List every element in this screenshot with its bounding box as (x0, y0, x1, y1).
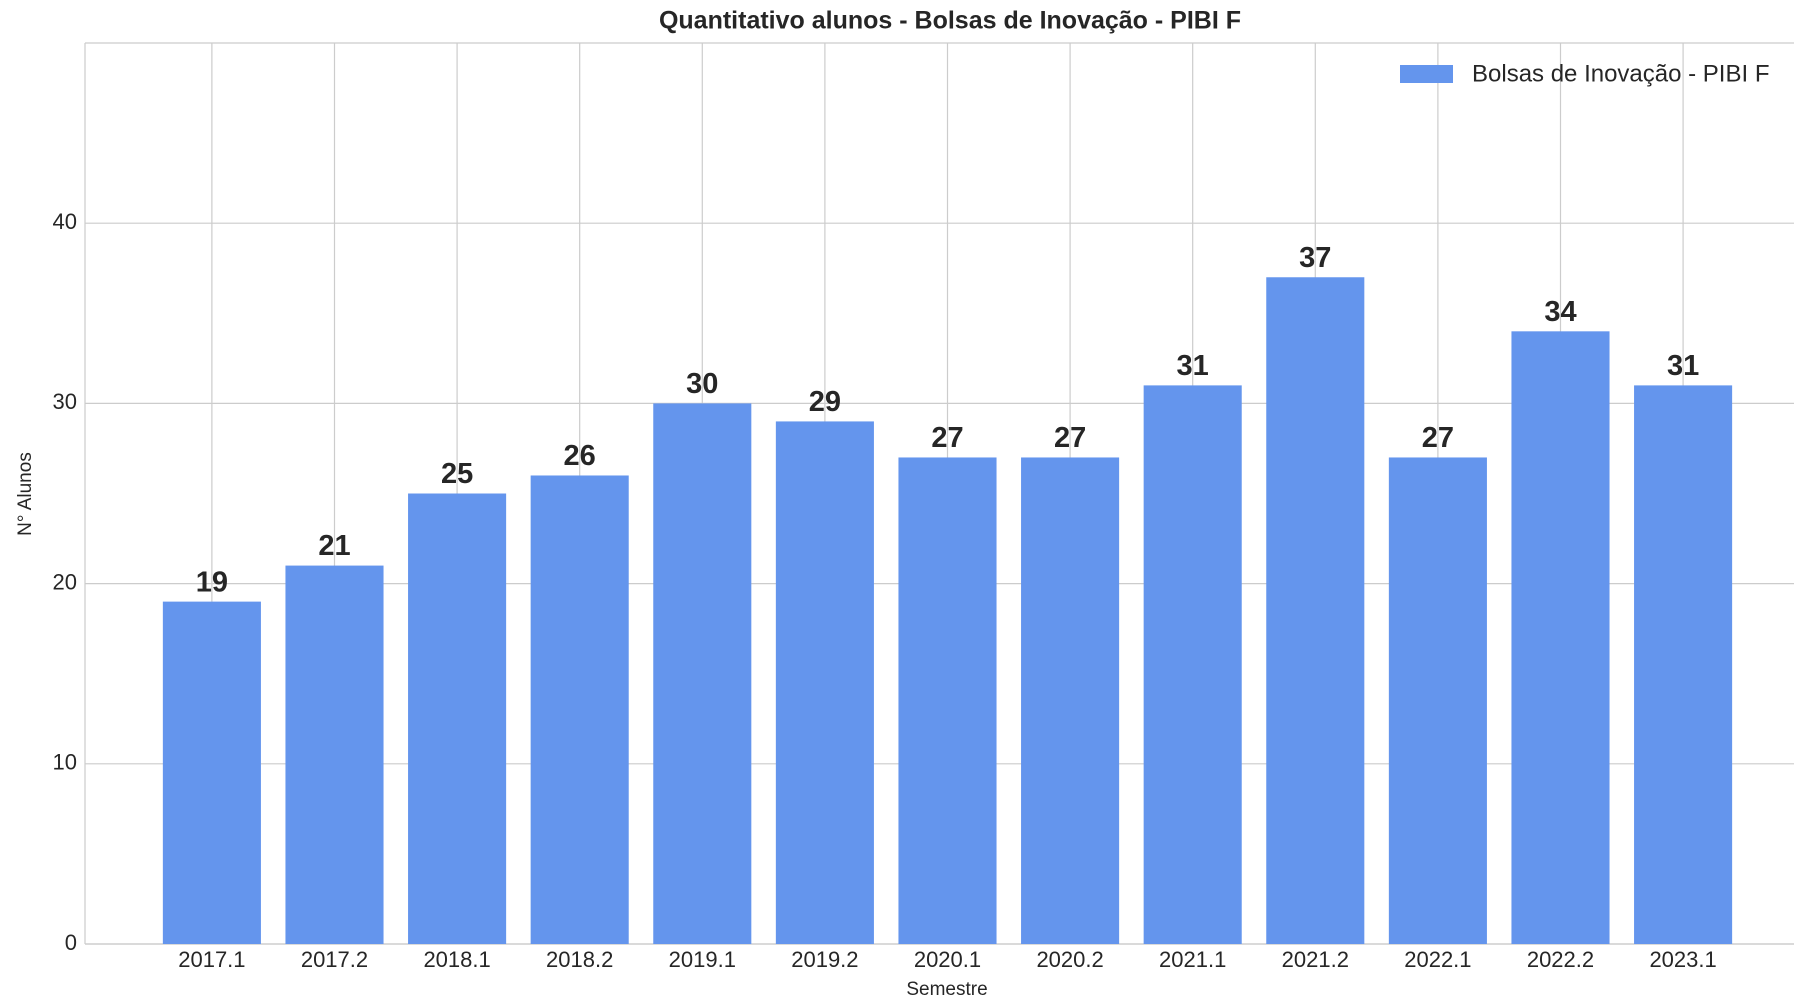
bar (162, 601, 261, 944)
x-tick-label: 2023.1 (1649, 947, 1716, 972)
y-tick-label: 20 (53, 569, 77, 594)
y-tick-label: 0 (65, 930, 77, 955)
value-label: 37 (1299, 242, 1331, 274)
value-label: 21 (318, 530, 350, 562)
chart-title: Quantitativo alunos - Bolsas de Inovação… (659, 7, 1241, 35)
value-label: 31 (1177, 350, 1209, 382)
y-axis-label: N° Alunos (15, 452, 36, 536)
x-tick-label: 2022.1 (1404, 947, 1471, 972)
bar (1388, 457, 1487, 944)
value-label: 19 (196, 566, 228, 598)
bar (530, 475, 629, 944)
x-axis-label: Semestre (906, 979, 987, 1000)
bar (1021, 457, 1120, 944)
value-label: 25 (441, 458, 473, 490)
bar (1634, 385, 1733, 944)
x-tick-label: 2017.2 (301, 947, 368, 972)
bar (653, 403, 752, 944)
x-tick-label: 2020.2 (1036, 947, 1103, 972)
y-tick-label: 40 (53, 209, 77, 234)
value-label: 27 (1422, 422, 1454, 454)
legend-swatch (1400, 65, 1453, 83)
value-label: 27 (931, 422, 963, 454)
bar (775, 421, 874, 944)
y-tick-label: 30 (53, 389, 77, 414)
x-tick-label: 2017.1 (178, 947, 245, 972)
x-tick-label: 2019.1 (669, 947, 736, 972)
x-tick-label: 2018.2 (546, 947, 613, 972)
x-tick-label: 2021.1 (1159, 947, 1226, 972)
x-tick-label: 2020.1 (914, 947, 981, 972)
value-label: 27 (1054, 422, 1086, 454)
value-label: 30 (686, 368, 718, 400)
value-label: 31 (1667, 350, 1699, 382)
bar (1143, 385, 1242, 944)
value-label: 34 (1544, 296, 1576, 328)
x-tick-label: 2019.2 (791, 947, 858, 972)
bar (1266, 277, 1365, 944)
legend-label: Bolsas de Inovação - PIBI F (1472, 60, 1769, 87)
bar (1511, 331, 1610, 944)
value-label: 29 (809, 386, 841, 418)
bar (285, 565, 384, 944)
value-label: 26 (564, 440, 596, 472)
x-tick-label: 2022.2 (1527, 947, 1594, 972)
bar (408, 493, 507, 944)
bar (898, 457, 997, 944)
y-tick-label: 10 (53, 750, 77, 775)
x-tick-label: 2021.2 (1282, 947, 1349, 972)
x-tick-label: 2018.1 (423, 947, 490, 972)
